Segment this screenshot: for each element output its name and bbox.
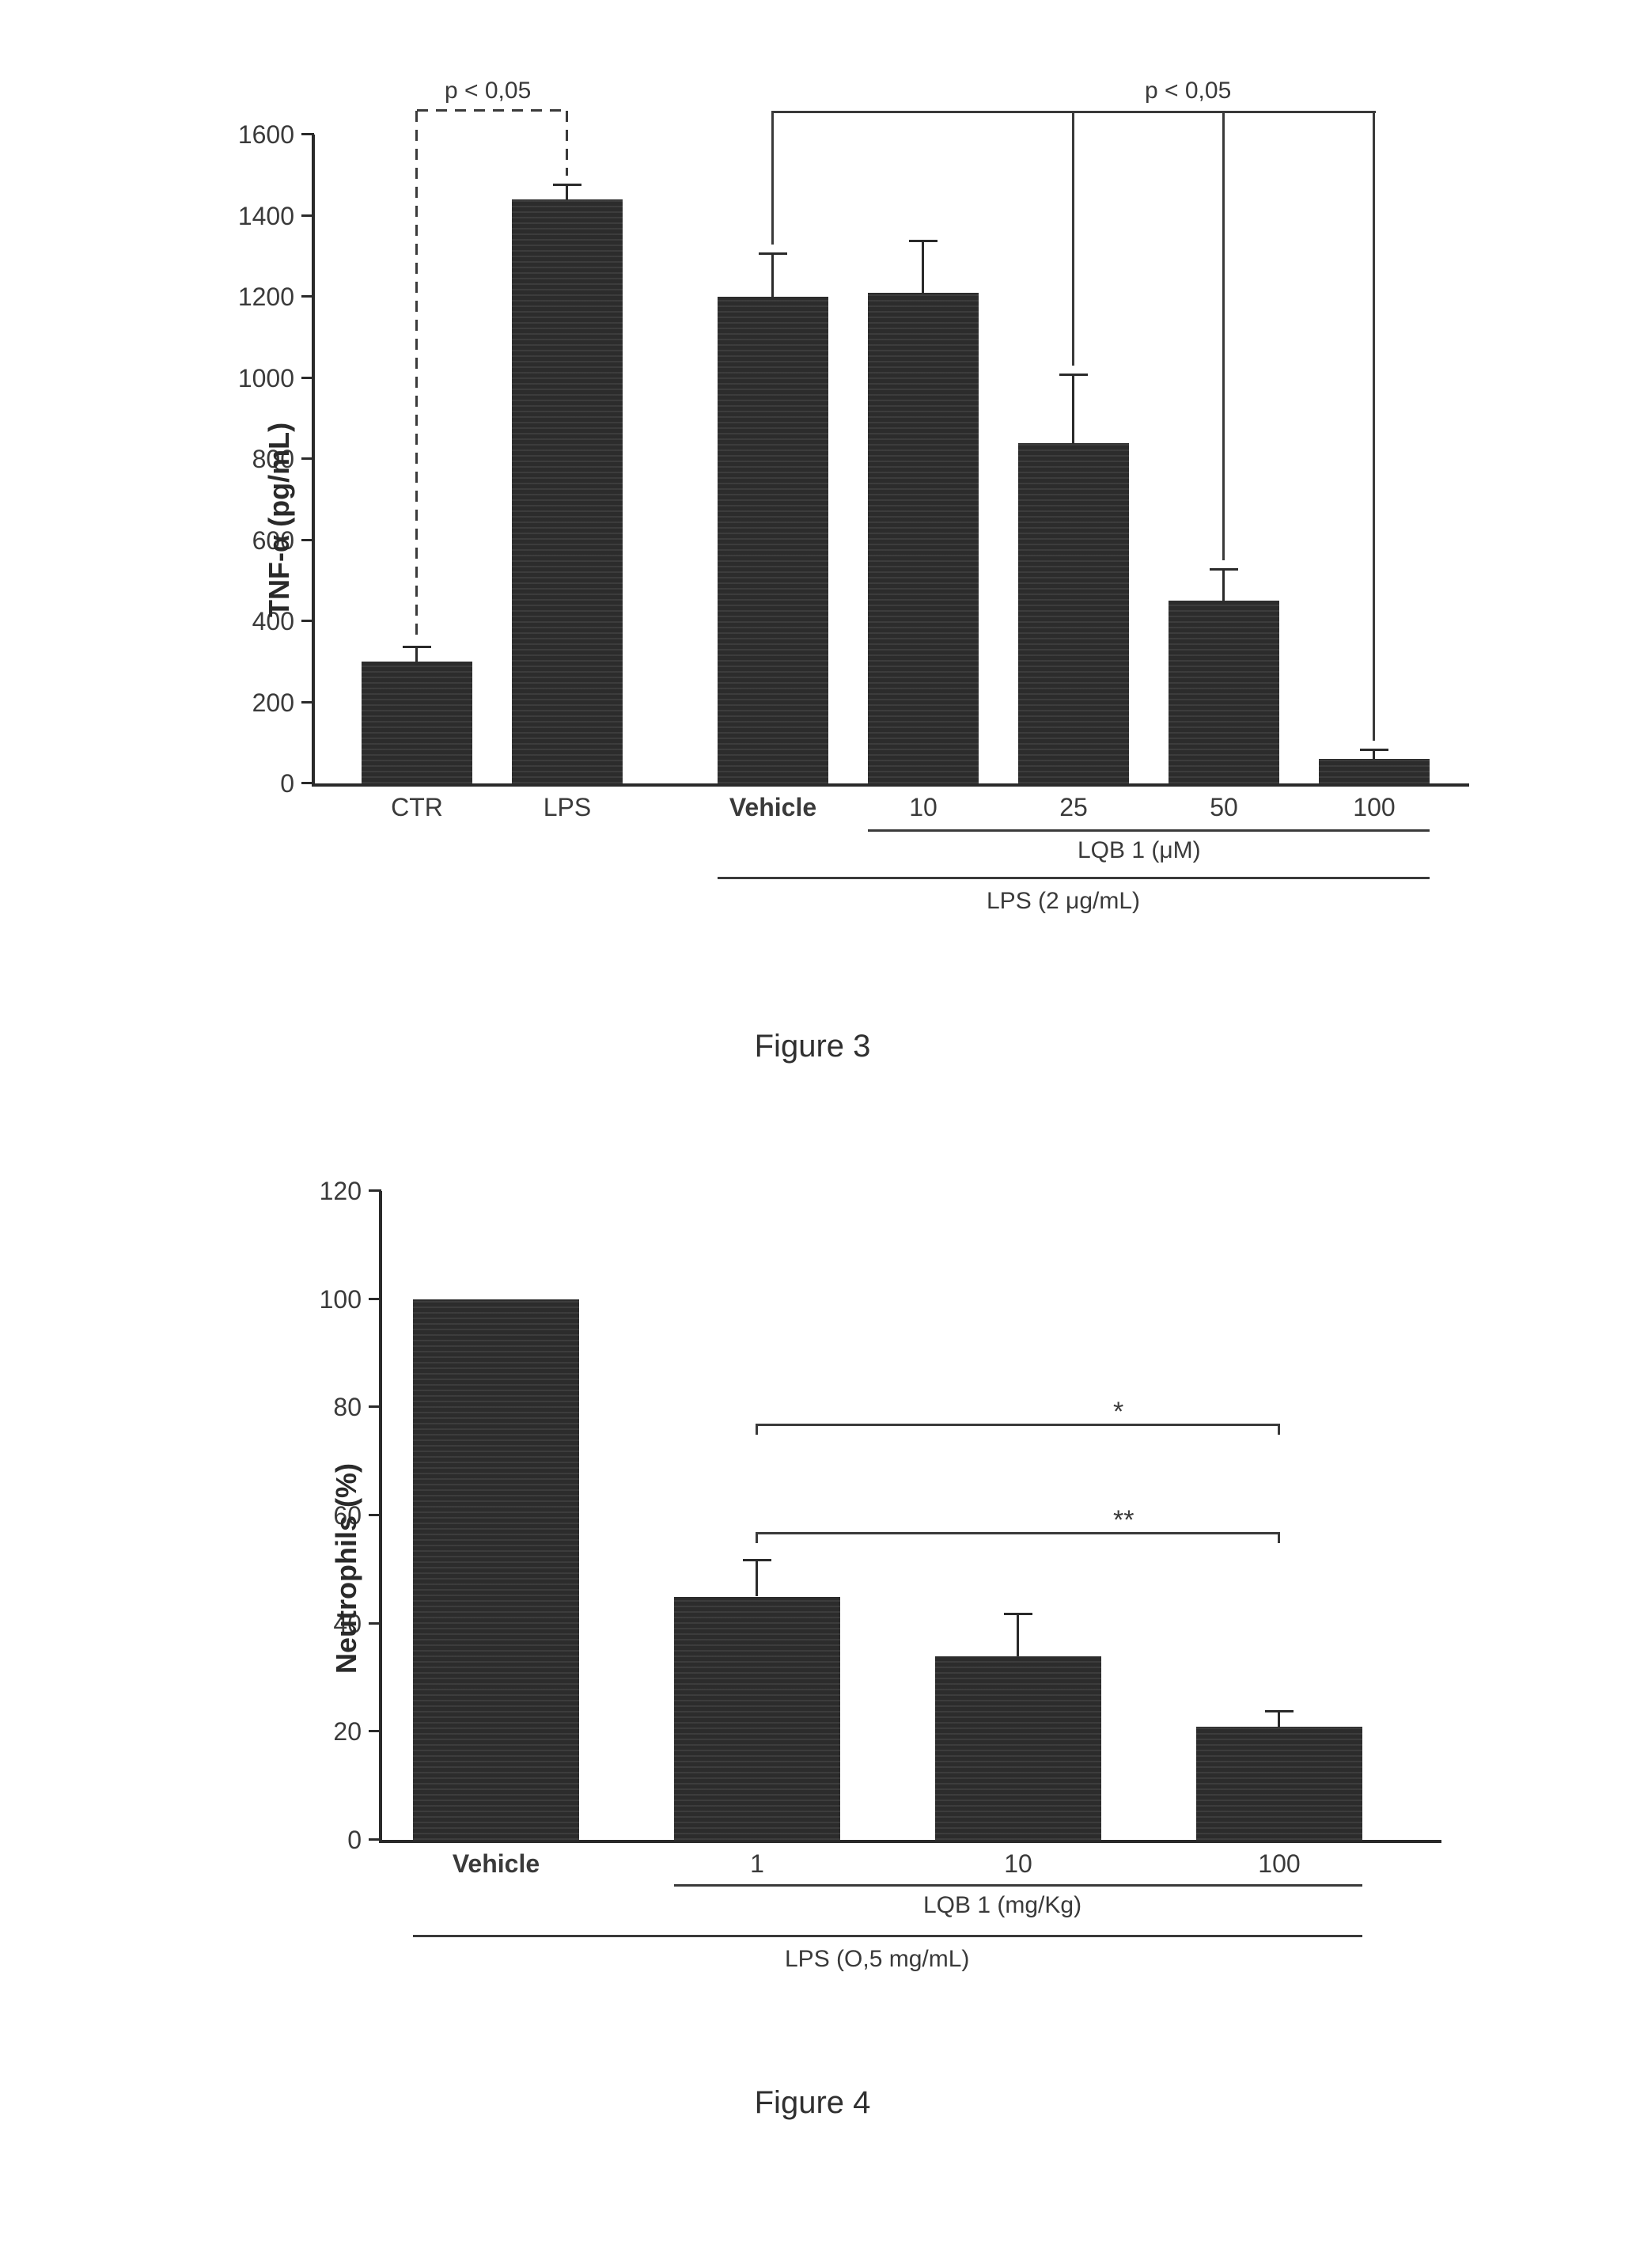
- y-axis-label: Neutrophils (%): [330, 1357, 362, 1674]
- x-tick-label: Vehicle: [417, 1849, 575, 1881]
- x-tick-label: 100: [1200, 1849, 1358, 1881]
- pvalue-right: p < 0,05: [1145, 78, 1271, 106]
- x-tick-label: 100: [1295, 793, 1453, 825]
- x-tick-label: Vehicle: [694, 793, 852, 825]
- sig-double-star: **: [1113, 1505, 1161, 1534]
- figure-3-caption: Figure 3: [755, 1029, 871, 1064]
- pvalue-left: p < 0,05: [445, 78, 571, 106]
- bar-100: [1196, 1727, 1362, 1841]
- x-tick-label: CTR: [338, 793, 496, 825]
- sub-axis-lqb: LQB 1 (mg/Kg): [923, 1892, 1176, 1924]
- y-tick-label: 100: [255, 1285, 362, 1314]
- figure-4-chart: 020406080100120Neutrophils (%)Vehicle110…: [136, 1143, 1489, 2030]
- bar-10: [935, 1656, 1101, 1840]
- y-tick-label: 1400: [188, 202, 294, 230]
- y-tick-label: 120: [255, 1177, 362, 1205]
- x-tick-label: 50: [1145, 793, 1303, 825]
- bar-10: [868, 293, 979, 783]
- x-tick-label: 10: [844, 793, 1002, 825]
- bar-50: [1169, 601, 1279, 783]
- sub-axis-lqb: LQB 1 (μM): [1078, 837, 1283, 869]
- x-tick-label: 10: [939, 1849, 1097, 1881]
- y-tick-label: 200: [188, 688, 294, 717]
- sub-axis-lps: LPS (2 μg/mL): [987, 888, 1224, 920]
- bar-vehicle: [718, 297, 828, 783]
- page: 02004006008001000120014001600TNF-α (pg/m…: [0, 32, 1625, 2168]
- x-tick-label: 1: [678, 1849, 836, 1881]
- y-tick-label: 0: [188, 769, 294, 798]
- figure-4-caption: Figure 4: [755, 2085, 871, 2121]
- x-tick-label: 25: [994, 793, 1153, 825]
- y-axis-label: TNF-α (pg/mL): [263, 301, 294, 617]
- x-tick-label: LPS: [488, 793, 646, 825]
- y-tick-label: 1600: [188, 120, 294, 149]
- sub-axis-lps: LPS (O,5 mg/mL): [785, 1946, 1054, 1978]
- y-tick-label: 0: [255, 1826, 362, 1854]
- bar-100: [1319, 759, 1430, 783]
- bar-1: [674, 1597, 840, 1841]
- bar-lps: [512, 199, 623, 783]
- bar-25: [1018, 443, 1129, 784]
- figure-3-chart: 02004006008001000120014001600TNF-α (pg/m…: [108, 63, 1517, 973]
- bar-ctr: [362, 662, 472, 783]
- sig-star: *: [1113, 1397, 1161, 1425]
- y-tick-label: 20: [255, 1717, 362, 1746]
- bar-vehicle: [413, 1299, 579, 1840]
